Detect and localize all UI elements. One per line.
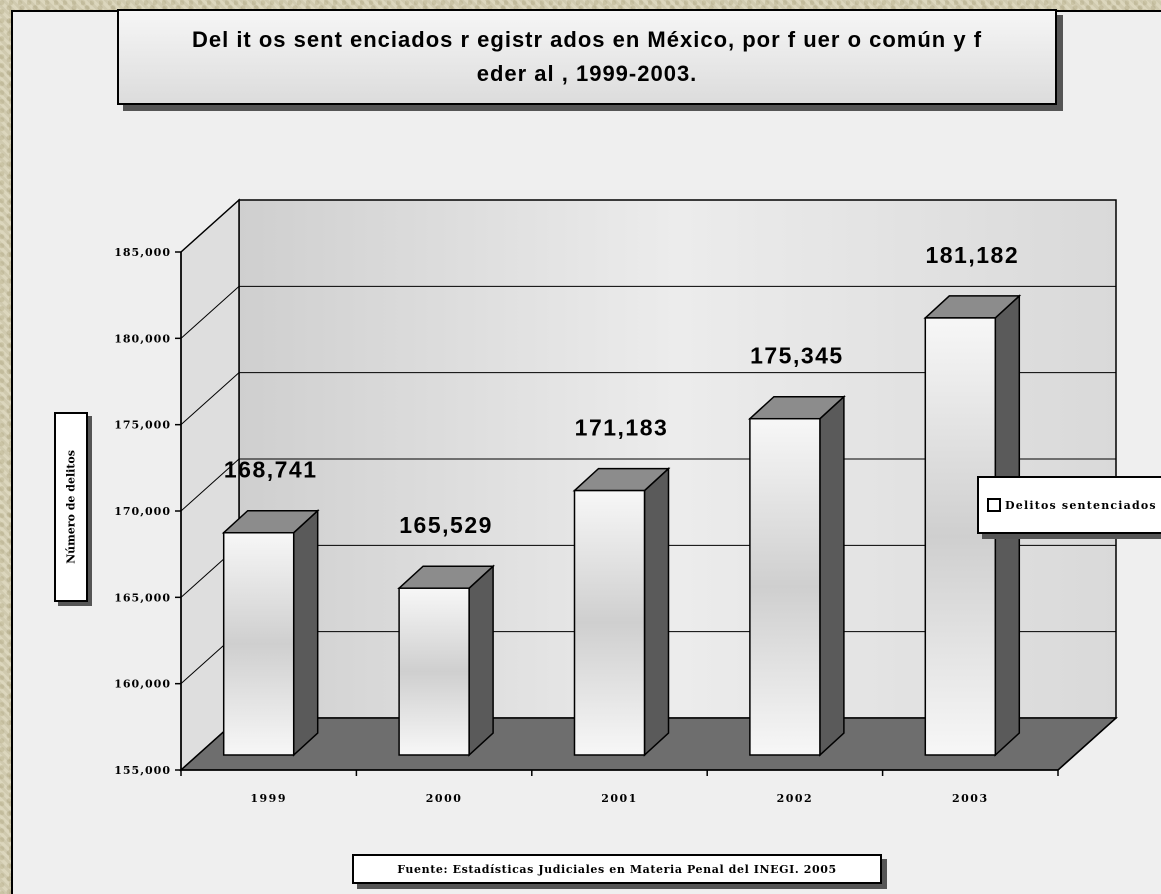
x-tick-label: 2003 <box>952 792 989 805</box>
x-tick-label: 2002 <box>777 792 814 805</box>
source-note-box: Fuente: Estadísticas Judiciales en Mater… <box>352 854 882 884</box>
data-label: 165,529 <box>399 512 493 538</box>
bar-side <box>643 466 670 757</box>
x-tick-label: 2000 <box>426 792 463 805</box>
chart-title: Del it os sent enciados r egistr ados en… <box>191 27 983 86</box>
legend: Delitos sentenciados <box>977 476 1161 534</box>
y-tick-label: 175,000 <box>114 419 171 432</box>
data-label: 181,182 <box>925 242 1019 268</box>
gridline-side <box>180 199 240 253</box>
data-label: 175,345 <box>750 343 844 369</box>
y-axis-title-box: Número de delitos <box>54 412 88 602</box>
y-tick-label: 180,000 <box>114 332 171 345</box>
gridline-side <box>180 372 240 426</box>
bar-side <box>468 564 494 757</box>
legend-swatch <box>987 498 1001 512</box>
bar <box>924 317 997 756</box>
gridline-side <box>180 285 240 339</box>
y-axis-title: Número de delitos <box>64 450 78 564</box>
bar <box>749 417 821 756</box>
data-label: 168,741 <box>224 457 318 483</box>
y-tick-label: 170,000 <box>114 505 171 518</box>
source-note: Fuente: Estadísticas Judiciales en Mater… <box>397 862 837 876</box>
bar <box>398 587 470 756</box>
x-tick-label: 2001 <box>601 792 638 805</box>
bar-side <box>819 395 845 757</box>
legend-label: Delitos sentenciados <box>1005 498 1157 512</box>
data-label: 171,183 <box>575 415 669 441</box>
x-tick-label: 1999 <box>250 792 287 805</box>
bar-side <box>292 509 319 757</box>
floor-edge <box>1057 717 1117 771</box>
bar <box>573 489 646 756</box>
bar <box>222 531 295 756</box>
chart-title-box: Del it os sent enciados r egistr ados en… <box>117 9 1057 105</box>
gridline-side <box>180 458 240 512</box>
y-tick-label: 185,000 <box>114 246 171 259</box>
y-tick-label: 155,000 <box>114 764 171 777</box>
y-tick-label: 160,000 <box>114 678 171 691</box>
y-tick-label: 165,000 <box>114 591 171 604</box>
